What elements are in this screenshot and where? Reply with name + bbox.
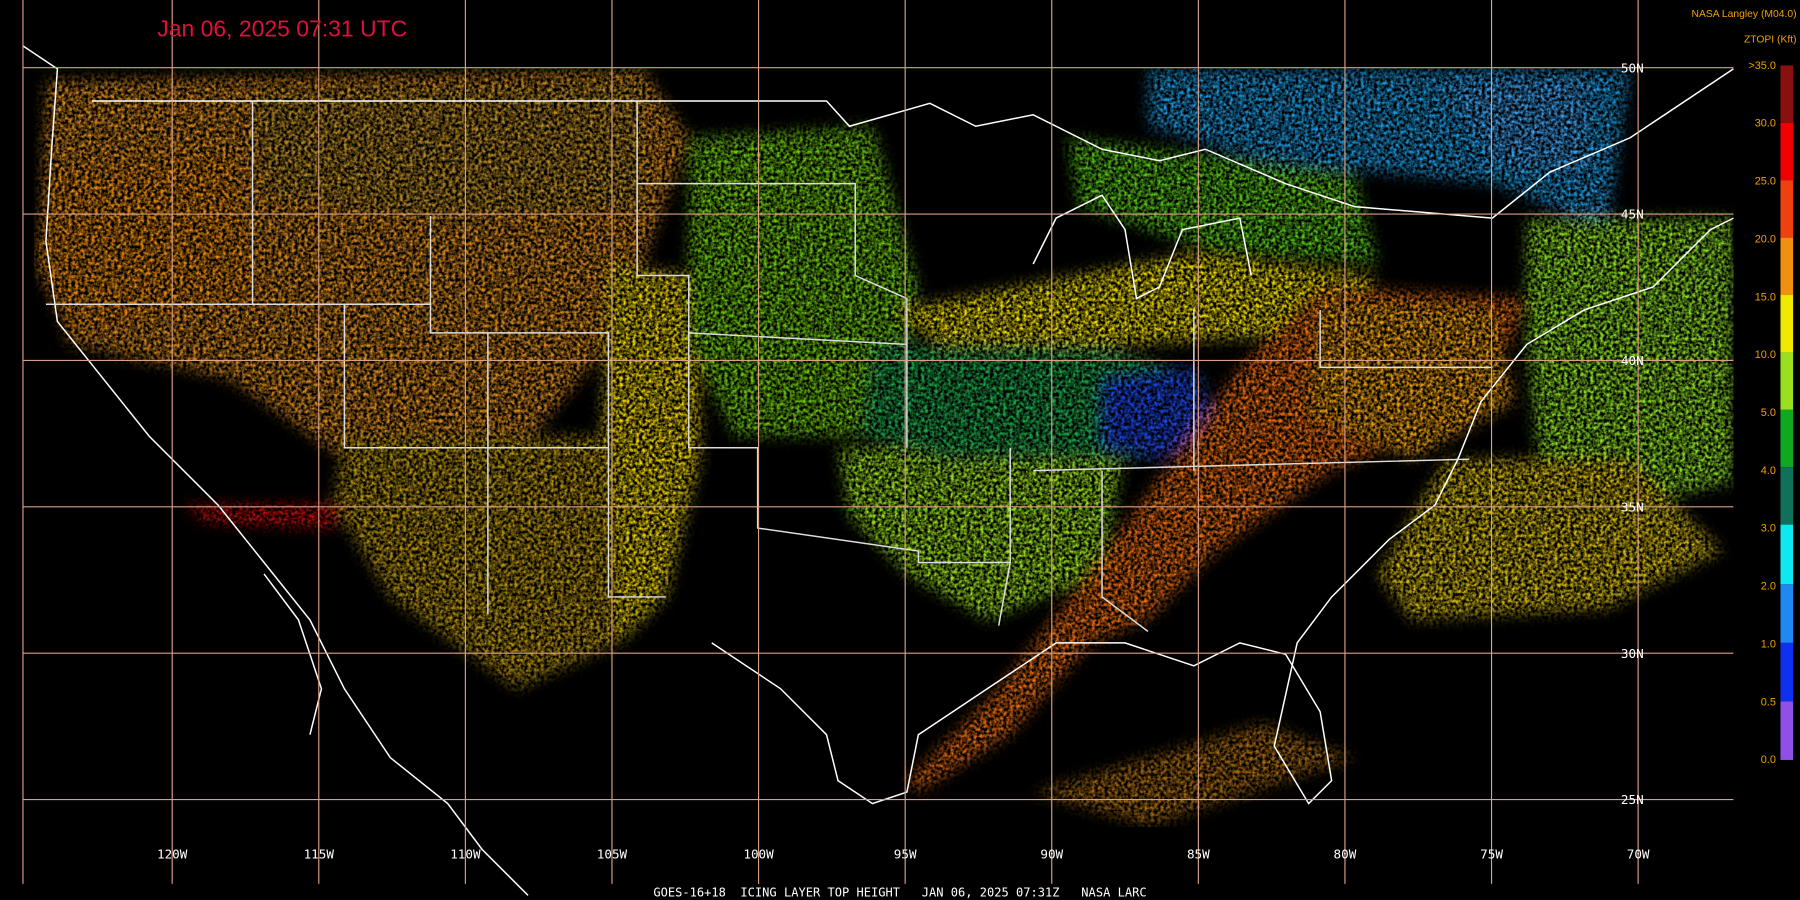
longitude-label: 85W <box>1187 847 1210 862</box>
colorbar-swatch <box>1780 352 1794 410</box>
colorbar-swatch <box>1780 65 1794 123</box>
graticule-labels: 120W 115W 110W 105W 100W 95W 90W 85W 80W 75W 70W 50… <box>157 60 1650 861</box>
colorbar-label: 25.0 <box>1755 176 1776 188</box>
colorbar-swatch <box>1780 122 1794 181</box>
product-label: ZTOPI (Kft) <box>1744 34 1797 45</box>
cloud-field <box>34 68 1734 827</box>
latitude-label: 45N <box>1621 207 1644 222</box>
colorbar-swatch <box>1780 295 1794 353</box>
latitude-label: 35N <box>1621 499 1644 514</box>
colorbar-label: 30.0 <box>1755 118 1776 130</box>
longitude-label: 110W <box>450 847 481 862</box>
longitude-label: 115W <box>304 847 335 862</box>
longitude-label: 75W <box>1480 847 1503 862</box>
latitude-label: 40N <box>1621 353 1644 368</box>
longitude-label: 80W <box>1334 847 1357 862</box>
longitude-label: 105W <box>597 847 628 862</box>
longitude-label: 100W <box>743 847 774 862</box>
colorbar-swatch <box>1780 524 1794 585</box>
longitude-label: 70W <box>1627 847 1650 862</box>
colorbar-label: 3.0 <box>1761 523 1776 535</box>
colorbar-label: 2.0 <box>1761 581 1776 593</box>
colorbar-label: 20.0 <box>1755 233 1776 245</box>
latitude-label: 30N <box>1621 646 1644 661</box>
footer: GOES-16+18 ICING LAYER TOP HEIGHT JAN 06… <box>653 886 1146 900</box>
colorbar-swatch <box>1780 701 1794 760</box>
graticule <box>22 0 1734 884</box>
colorbar-swatch <box>1780 180 1794 238</box>
colorbar-label: 4.0 <box>1761 465 1776 477</box>
colorbar-label: >35.0 <box>1748 60 1776 72</box>
state-borders <box>45 101 1493 632</box>
colorbar-label: 0.0 <box>1761 754 1776 766</box>
longitude-label: 120W <box>157 847 188 862</box>
colorbar-label: 15.0 <box>1755 291 1776 303</box>
colorbar-label: 0.5 <box>1761 696 1776 708</box>
colorbar-swatch <box>1780 642 1794 702</box>
timestamp: Jan 06, 2025 07:31 UTC <box>157 16 407 42</box>
colorbar-swatch <box>1780 409 1794 468</box>
coastlines <box>22 45 1734 896</box>
latitude-label: 25N <box>1621 792 1644 807</box>
colorbar-label: 1.0 <box>1761 638 1776 650</box>
longitude-label: 90W <box>1040 847 1063 862</box>
longitude-label: 95W <box>894 847 917 862</box>
colorbar-label: 10.0 <box>1755 349 1776 361</box>
colorbar-swatch <box>1780 237 1794 296</box>
colorbar-swatch <box>1780 584 1794 643</box>
colorbar: >35.0 30.0 25.0 20.0 15.0 10.0 5.0 4.0 3.0 2.0 1.0… <box>1748 60 1794 766</box>
latitude-label: 50N <box>1621 60 1644 75</box>
credit: NASA Langley (M04.0) <box>1691 9 1796 20</box>
colorbar-swatch <box>1780 467 1794 525</box>
colorbar-label: 5.0 <box>1761 407 1776 419</box>
